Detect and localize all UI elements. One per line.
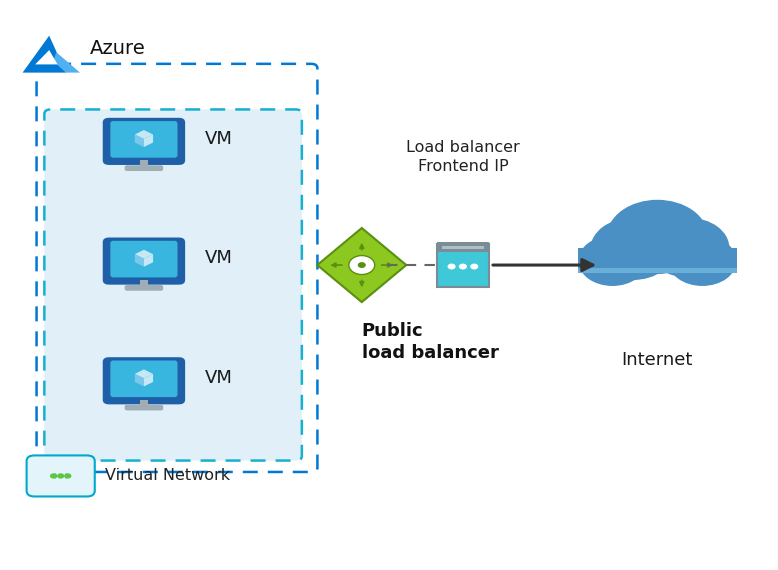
Bar [578, 247, 737, 271]
Polygon shape [23, 36, 66, 72]
Polygon shape [135, 130, 153, 139]
Text: Azure: Azure [89, 39, 145, 58]
Circle shape [459, 263, 467, 270]
FancyBboxPatch shape [103, 118, 185, 165]
Polygon shape [35, 50, 58, 64]
FancyBboxPatch shape [26, 455, 95, 496]
Polygon shape [144, 135, 153, 147]
Circle shape [591, 218, 675, 280]
FancyBboxPatch shape [110, 121, 177, 158]
Circle shape [358, 262, 366, 268]
Circle shape [57, 473, 65, 479]
Circle shape [447, 263, 456, 270]
Polygon shape [54, 52, 80, 72]
Polygon shape [317, 228, 406, 302]
Polygon shape [135, 250, 153, 259]
Text: Public
load balancer: Public load balancer [362, 322, 499, 362]
Circle shape [607, 200, 708, 274]
FancyBboxPatch shape [103, 238, 185, 284]
Polygon shape [135, 369, 153, 378]
FancyBboxPatch shape [124, 165, 163, 171]
Polygon shape [135, 374, 144, 386]
FancyBboxPatch shape [44, 109, 302, 461]
Circle shape [578, 235, 647, 286]
Circle shape [668, 235, 737, 286]
Circle shape [349, 255, 375, 275]
FancyBboxPatch shape [110, 360, 177, 397]
Text: Internet: Internet [622, 351, 693, 369]
Text: VM: VM [205, 249, 233, 267]
Bar [140, 400, 148, 406]
Bar [578, 268, 737, 273]
Bar [436, 252, 489, 287]
Bar [140, 280, 148, 287]
Circle shape [647, 218, 729, 278]
Circle shape [470, 263, 478, 270]
Bar [140, 160, 148, 167]
Polygon shape [144, 254, 153, 267]
Text: Virtual Network: Virtual Network [105, 469, 230, 483]
Circle shape [50, 473, 58, 479]
Text: Load balancer
Frontend IP: Load balancer Frontend IP [406, 140, 520, 174]
Bar [442, 246, 484, 250]
Polygon shape [135, 135, 144, 147]
Polygon shape [144, 374, 153, 386]
Circle shape [64, 473, 72, 479]
Text: VM: VM [205, 129, 233, 148]
FancyBboxPatch shape [124, 285, 163, 291]
FancyBboxPatch shape [124, 405, 163, 410]
Polygon shape [135, 254, 144, 267]
FancyBboxPatch shape [110, 241, 177, 278]
Text: VM: VM [205, 369, 233, 387]
FancyBboxPatch shape [103, 357, 185, 404]
Bar [436, 242, 489, 252]
